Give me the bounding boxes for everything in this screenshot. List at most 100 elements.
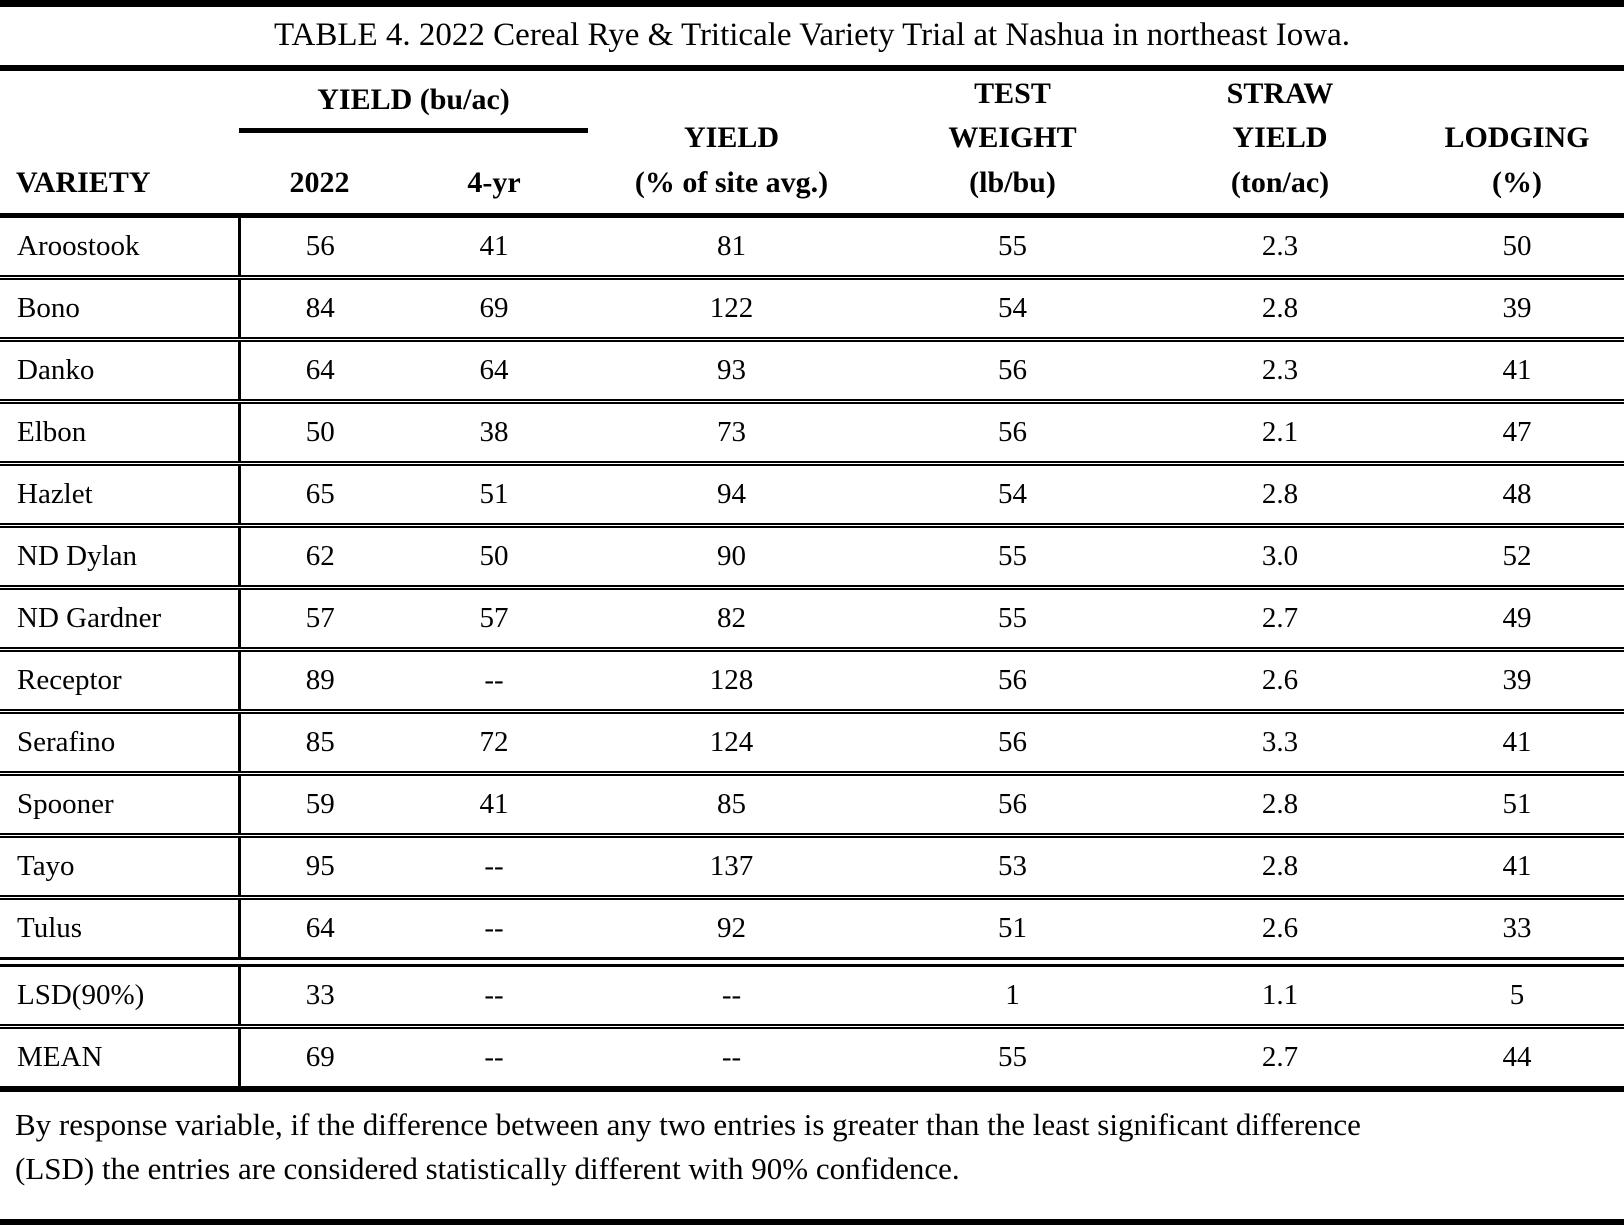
cell-straw_yield: 2.7 xyxy=(1150,585,1410,650)
cell-variety: MEAN xyxy=(0,1024,241,1093)
cell-test_weight: 56 xyxy=(875,337,1150,402)
cell-lodging: 47 xyxy=(1410,399,1624,464)
cell-lodging: 50 xyxy=(1502,230,1532,263)
cell-test_weight: 54 xyxy=(875,461,1150,526)
cell-straw_yield: 2.8 xyxy=(1150,275,1410,340)
column-header-variety: VARIETY xyxy=(0,70,239,219)
cell-test_weight: 56 xyxy=(875,771,1150,836)
cell-straw_yield: 3.3 xyxy=(1150,709,1410,774)
cell-test_weight: 55 xyxy=(875,1024,1150,1093)
cell-straw_yield: 2.8 xyxy=(1150,833,1410,898)
table-footnote: By response variable, if the difference … xyxy=(15,1107,1361,1187)
cell-test_weight: 56 xyxy=(875,647,1150,712)
cell-yield_pct: 90 xyxy=(588,523,875,588)
cell-test_weight: 53 xyxy=(875,833,1150,898)
variety-data-row: Receptor 89 -- 128 56 2.6 39 xyxy=(0,647,1624,712)
lsd-row: LSD(90%) 33 -- -- 1 1.1 5 xyxy=(0,957,1624,1027)
cell-yield_pct: -- xyxy=(588,957,875,1027)
cell-y4yr: 41 xyxy=(479,230,509,263)
cell-y2022: 57 xyxy=(239,585,400,650)
cell-variety: LSD(90%) xyxy=(0,957,241,1027)
cell-yield_pct: 81 xyxy=(717,230,746,263)
cell-y2022: 50 xyxy=(239,399,400,464)
cell-variety: Spooner xyxy=(0,771,241,836)
cell-lodging: 5 xyxy=(1410,957,1624,1027)
cell-lodging: 49 xyxy=(1410,585,1624,650)
cell-lodging: 41 xyxy=(1410,337,1624,402)
cell-y2022: 64 xyxy=(239,895,400,963)
cell-lodging: 48 xyxy=(1410,461,1624,526)
cell-lodging: 44 xyxy=(1410,1024,1624,1093)
cell-yield_pct: 85 xyxy=(588,771,875,836)
cell-y2022: 85 xyxy=(239,709,400,774)
cell-y2022: 89 xyxy=(239,647,400,712)
variety-data-row: Tayo 95 -- 137 53 2.8 41 xyxy=(0,833,1624,898)
cell-test_weight: 55 xyxy=(998,230,1027,263)
header-group-row: VARIETY YIELD (bu/ac) YIELD (% of site a… xyxy=(0,70,1624,219)
cell-y4yr: 38 xyxy=(400,399,588,464)
table-header: VARIETY YIELD (bu/ac) YIELD (% of site a… xyxy=(0,70,1624,219)
cell-straw_yield: 2.6 xyxy=(1150,647,1410,712)
cell-test_weight: 1 xyxy=(875,957,1150,1027)
cell-variety: ND Dylan xyxy=(0,523,241,588)
cell-straw_yield: 2.1 xyxy=(1150,399,1410,464)
cell-y2022: 64 xyxy=(239,337,400,402)
cell-test_weight: 54 xyxy=(875,275,1150,340)
cell-yield_pct: 137 xyxy=(588,833,875,898)
cell-straw_yield: 2.8 xyxy=(1150,461,1410,526)
variety-data-row: Serafino 85 72 124 56 3.3 41 xyxy=(0,709,1624,774)
cell-straw_yield: 1.1 xyxy=(1150,957,1410,1027)
cell-lodging: 51 xyxy=(1410,771,1624,836)
table-body-varieties: Aroostook 56 41 81 55 2.3 50 Bono 84 69 122 54 2.8 39… xyxy=(0,215,1624,963)
cell-y4yr: -- xyxy=(400,895,588,963)
cell-variety: Tulus xyxy=(0,895,241,963)
cell-test_weight: 51 xyxy=(875,895,1150,963)
cell-test_weight: 56 xyxy=(875,399,1150,464)
cell-lodging: 33 xyxy=(1410,895,1624,963)
cell-y2022: 59 xyxy=(239,771,400,836)
cell-variety: Hazlet xyxy=(0,461,241,526)
cell-y4yr: 50 xyxy=(400,523,588,588)
cell-yield_pct: 124 xyxy=(588,709,875,774)
cell-yield_pct: 73 xyxy=(588,399,875,464)
cell-y4yr: 64 xyxy=(400,337,588,402)
cell-y4yr: -- xyxy=(400,957,588,1027)
cell-variety: Bono xyxy=(0,275,241,340)
cell-test_weight: 56 xyxy=(875,709,1150,774)
variety-data-row: Spooner 59 41 85 56 2.8 51 xyxy=(0,771,1624,836)
cell-y2022: 95 xyxy=(239,833,400,898)
cell-yield_pct: -- xyxy=(588,1024,875,1093)
cell-y4yr: 41 xyxy=(400,771,588,836)
cell-lodging: 39 xyxy=(1410,647,1624,712)
column-header-yield-4yr: 4-yr xyxy=(400,130,588,219)
cell-yield_pct: 94 xyxy=(588,461,875,526)
mean-row: MEAN 69 -- -- 55 2.7 44 xyxy=(0,1024,1624,1093)
table-body-summary: LSD(90%) 33 -- -- 1 1.1 5 MEAN 69 -- -- 55 2.7 44 xyxy=(0,957,1624,1093)
cell-y4yr: 57 xyxy=(400,585,588,650)
cell-y2022: 33 xyxy=(239,957,400,1027)
variety-data-row: ND Gardner 57 57 82 55 2.7 49 xyxy=(0,585,1624,650)
cell-test_weight: 55 xyxy=(875,523,1150,588)
column-header-yield-2022: 2022 xyxy=(239,130,400,219)
variety-data-row: Tulus 64 -- 92 51 2.6 33 xyxy=(0,895,1624,963)
cell-straw_yield: 3.0 xyxy=(1150,523,1410,588)
cell-variety: Danko xyxy=(0,337,241,402)
cell-y4yr: 51 xyxy=(400,461,588,526)
cell-variety: Serafino xyxy=(0,709,241,774)
column-header-straw-yield: STRAW YIELD (ton/ac) xyxy=(1150,70,1410,219)
column-header-test-weight: TEST WEIGHT (lb/bu) xyxy=(875,70,1150,219)
cell-y2022: 69 xyxy=(239,1024,400,1093)
cell-lodging: 52 xyxy=(1410,523,1624,588)
cell-y4yr: 69 xyxy=(400,275,588,340)
cell-yield_pct: 82 xyxy=(588,585,875,650)
cell-straw_yield: 2.3 xyxy=(1261,230,1299,263)
cell-lodging: 41 xyxy=(1410,709,1624,774)
variety-data-row: ND Dylan 62 50 90 55 3.0 52 xyxy=(0,523,1624,588)
cell-variety: Elbon xyxy=(0,399,241,464)
cell-yield_pct: 128 xyxy=(588,647,875,712)
table-title: TABLE 4. 2022 Cereal Rye & Triticale Var… xyxy=(0,7,1624,71)
variety-data-row: Aroostook 56 41 81 55 2.3 50 xyxy=(0,215,1624,278)
cell-y2022: 65 xyxy=(239,461,400,526)
cell-y4yr: 72 xyxy=(400,709,588,774)
